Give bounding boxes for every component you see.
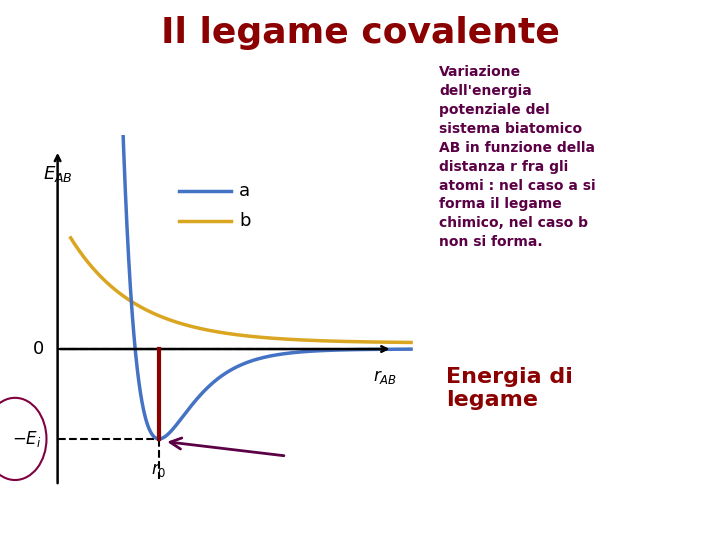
Text: $-E_i$: $-E_i$ [12,429,41,449]
Text: $r_{AB}$: $r_{AB}$ [373,368,397,386]
Text: a: a [239,181,250,200]
Text: Energia di
legame: Energia di legame [446,367,573,410]
Text: b: b [239,212,251,230]
Text: Il legame covalente: Il legame covalente [161,16,559,50]
Text: $E_{AB}$: $E_{AB}$ [43,164,73,184]
Text: 0: 0 [33,340,45,358]
Text: Variazione
dell'energia
potenziale del
sistema biatomico
AB in funzione della
di: Variazione dell'energia potenziale del s… [439,65,596,249]
Text: $r_0$: $r_0$ [151,461,167,479]
